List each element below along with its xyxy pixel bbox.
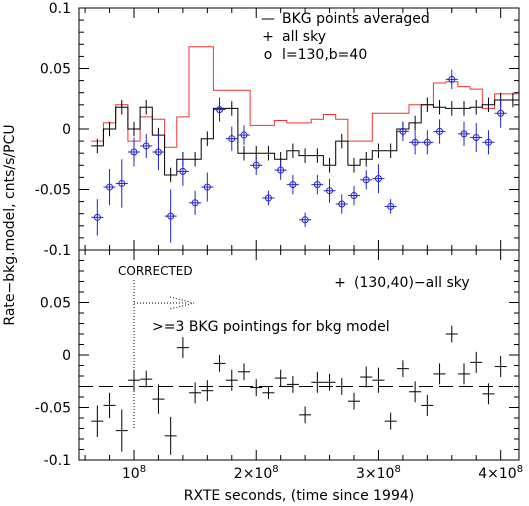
top-series-2-point — [387, 202, 395, 210]
top-series-2-point — [93, 213, 101, 221]
top-series-2-point — [167, 212, 175, 220]
top-series-2-point — [154, 148, 162, 156]
top-y-tick-label: 0 — [62, 122, 71, 138]
top-series-2-point — [216, 106, 224, 114]
top-series-2-point — [203, 183, 211, 191]
top-legend-label: BKG points averaged — [282, 11, 430, 27]
top-series-2-point — [179, 167, 187, 175]
top-y-tick-label: -0.05 — [35, 183, 71, 199]
bottom-legend-label: (130,40)−all sky — [354, 275, 470, 291]
top-panel: 0.1 0.05 0 -0.05 -0.1 — BKG points averaged + al… — [35, 1, 520, 259]
top-series-2-point — [130, 148, 138, 156]
top-y-tick-label: 0.05 — [40, 62, 71, 78]
top-series-2-point — [313, 181, 321, 189]
pointings-label: >=3 BKG pointings for bkg model — [152, 319, 390, 335]
top-series-2-point — [423, 138, 431, 146]
top-legend-symbol: + — [262, 29, 274, 45]
top-series-2-point — [240, 131, 248, 139]
top-series-2-point — [301, 216, 309, 224]
top-series-2-point — [399, 127, 407, 135]
top-series-2-point — [142, 142, 150, 150]
bottom-y-tick-label: 0.05 — [40, 296, 71, 312]
corrected-label: CORRECTED — [118, 264, 193, 278]
x-axis-label: RXTE seconds, (time since 1994) — [184, 488, 415, 504]
top-series-2-point — [277, 166, 285, 174]
top-series-2-point — [411, 138, 419, 146]
top-series-1-line — [91, 99, 519, 176]
top-series-2-point — [252, 161, 260, 169]
bottom-y-tick-label: -0.1 — [44, 453, 71, 469]
arrow-head — [169, 296, 195, 310]
top-series-2-point — [289, 181, 297, 189]
top-series-2-point — [362, 176, 370, 184]
top-y-tick-label: -0.1 — [44, 243, 71, 259]
bottom-y-tick-label: 0 — [62, 348, 71, 364]
bottom-y-tick-label: -0.05 — [35, 401, 71, 417]
top-series-2-point — [460, 130, 468, 138]
top-legend-symbol: — — [261, 11, 275, 27]
x-tick-label: 3×108 — [356, 464, 401, 482]
x-tick-label: 4×108 — [478, 464, 523, 482]
top-series-2-point — [191, 199, 199, 207]
top-series-2-point — [264, 194, 272, 202]
top-series-2-point — [484, 138, 492, 146]
bottom-panel: 0.05 0 -0.05 -0.1 108 2×108 3×108 4×108 RXTE sec… — [35, 249, 523, 504]
top-series-2-point — [497, 109, 505, 117]
top-series-2-point — [338, 200, 346, 208]
top-series-2-point — [326, 187, 334, 195]
x-tick-label: 2×108 — [234, 464, 279, 482]
top-series-2-point — [374, 175, 382, 183]
x-tick-label: 108 — [122, 464, 146, 482]
top-series-2-point — [118, 179, 126, 187]
bottom-legend-symbol: + — [334, 275, 346, 291]
top-series-2-point — [106, 183, 114, 191]
y-axis-label: Rate−bkg.model, cnts/s/PCU — [2, 124, 18, 325]
top-series-2-point — [448, 75, 456, 83]
top-series-2-point — [472, 133, 480, 141]
top-legend-label: all sky — [282, 29, 326, 45]
top-legend-symbol: o — [264, 47, 273, 63]
top-y-tick-label: 0.1 — [49, 1, 71, 17]
top-series-2-point — [436, 127, 444, 135]
top-legend-label: l=130,b=40 — [282, 47, 367, 63]
top-series-2-point — [350, 192, 358, 200]
top-series-2-point — [228, 135, 236, 143]
